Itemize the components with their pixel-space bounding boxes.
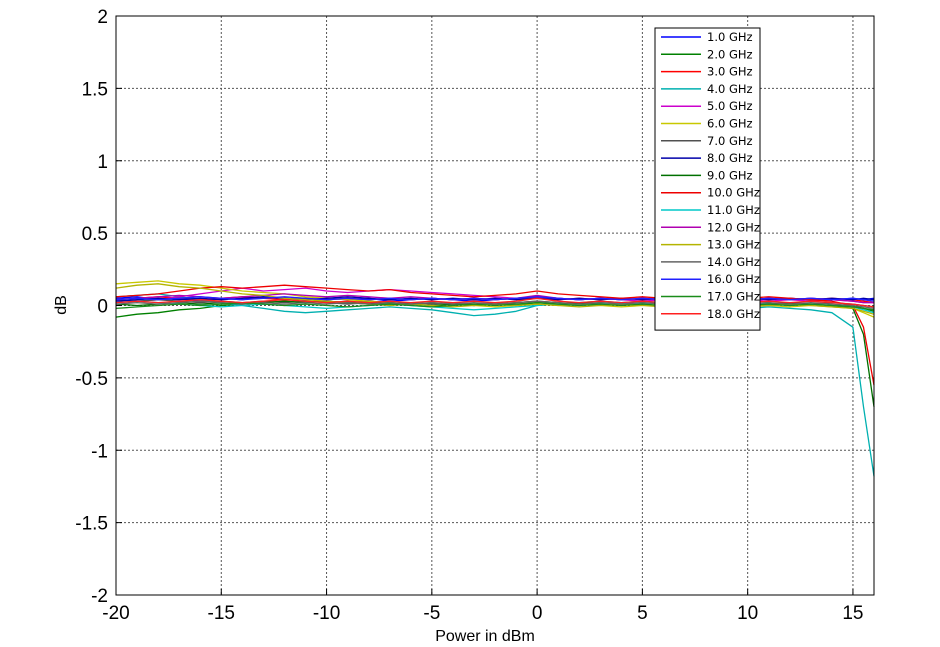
x-tick-label: -20 <box>102 603 129 624</box>
legend-label: 2.0 GHz <box>707 47 753 61</box>
y-axis-label: dB <box>53 295 70 315</box>
x-tick-label: 15 <box>842 603 863 624</box>
x-tick-label: -15 <box>208 603 235 624</box>
x-tick-label: 0 <box>532 603 543 624</box>
series-line-10 <box>115 284 875 386</box>
series-lines <box>115 280 875 477</box>
legend-label: 5.0 GHz <box>707 99 753 113</box>
y-tick-label: 0 <box>97 297 108 318</box>
legend-label: 8.0 GHz <box>707 151 753 165</box>
legend-label: 1.0 GHz <box>707 30 753 44</box>
x-tick-label: -10 <box>313 603 340 624</box>
legend-label: 7.0 GHz <box>707 134 753 148</box>
y-tick-label: -0.5 <box>75 369 108 390</box>
y-tick-label: -1.5 <box>75 514 108 535</box>
y-tick-label: -2 <box>91 586 108 607</box>
legend-label: 6.0 GHz <box>707 117 753 131</box>
x-axis-ticks: -20 -15 -10 -5 0 5 10 15 <box>102 589 864 624</box>
x-axis-label: Power in dBm <box>435 628 535 645</box>
legend-label: 4.0 GHz <box>707 82 753 96</box>
legend-label: 3.0 GHz <box>707 65 753 79</box>
y-tick-label: 1 <box>97 152 108 173</box>
legend-label: 16.0 GHz <box>707 272 760 286</box>
series-line-15 <box>115 296 875 302</box>
y-tick-label: 1.5 <box>82 79 108 100</box>
legend-label: 11.0 GHz <box>707 203 760 217</box>
legend-label: 14.0 GHz <box>707 255 760 269</box>
y-tick-label: -1 <box>91 441 108 462</box>
series-line-17 <box>115 297 875 308</box>
legend-label: 12.0 GHz <box>707 220 760 234</box>
legend-label: 17.0 GHz <box>707 290 760 304</box>
y-axis-ticks: 2 1.5 1 0.5 0 -0.5 -1 -1.5 -2 <box>75 7 122 607</box>
series-line-4 <box>115 293 875 477</box>
x-tick-label: 5 <box>637 603 648 624</box>
y-tick-label: 0.5 <box>82 224 108 245</box>
y-tick-label: 2 <box>97 7 108 28</box>
legend-label: 13.0 GHz <box>707 238 760 252</box>
x-tick-label: -5 <box>423 603 440 624</box>
x-tick-label: 10 <box>737 603 758 624</box>
series-line-14 <box>115 300 875 310</box>
legend-label: 18.0 GHz <box>707 307 760 321</box>
legend-label: 9.0 GHz <box>707 168 753 182</box>
legend-label: 10.0 GHz <box>707 186 760 200</box>
legend: 1.0 GHz 2.0 GHz 3.0 GHz 4.0 GHz 5.0 GHz 6.0 G… <box>654 27 761 331</box>
